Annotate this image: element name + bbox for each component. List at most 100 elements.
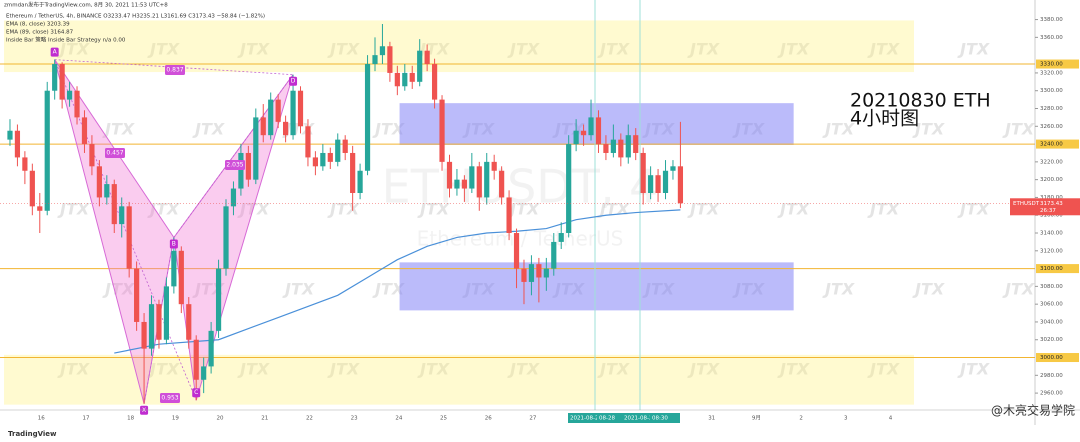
watermark: JTX: [687, 200, 720, 219]
candle-body: [417, 50, 423, 82]
last-symbol: ETHUSDT: [1013, 201, 1040, 207]
last-price-bg: [1010, 198, 1080, 216]
watermark: JTX: [102, 280, 135, 299]
candle-body: [215, 268, 222, 331]
candle-body: [312, 157, 319, 167]
ratio-label: 0.457: [106, 150, 123, 157]
legend-line: Inside Bar 策略 Inside Bar Strategy n/a 0.…: [6, 36, 126, 44]
date-badge: 2021-08-29: [624, 416, 656, 422]
x-tick-label: 31: [708, 416, 715, 422]
candle-body: [14, 130, 21, 158]
x-tick-label: 27: [529, 416, 536, 422]
ratio-bg: [165, 65, 185, 75]
candle-body: [603, 144, 609, 153]
candle-body: [476, 166, 482, 198]
candle-body: [655, 175, 661, 193]
footer-logo: TradingView: [8, 430, 57, 438]
candle-body: [461, 179, 467, 189]
candle-body: [342, 139, 348, 153]
candle-body: [394, 72, 400, 87]
candle-body: [119, 206, 125, 225]
y-tick-label: 3260.00: [1040, 124, 1063, 130]
x-tick-label: 18: [127, 416, 134, 422]
watermark: JTX: [822, 120, 855, 139]
candle-body: [208, 330, 214, 367]
watermark: JTX: [507, 200, 540, 219]
candle-body: [640, 152, 646, 193]
watermark: JTX: [57, 200, 90, 219]
candle-body: [74, 90, 80, 118]
countdown: 26:37: [1040, 208, 1056, 214]
watermark: JTX: [507, 40, 540, 59]
watermark: JTX: [147, 360, 180, 379]
y-tick-label: 3200.00: [1040, 177, 1063, 183]
watermark: JTX: [777, 200, 810, 219]
watermark: JTX: [822, 280, 855, 299]
watermark: JTX: [867, 200, 900, 219]
y-tick-label: 3060.00: [1040, 302, 1063, 308]
annotation: 4小时图: [850, 108, 919, 130]
y-tick-label: 3300.00: [1040, 88, 1063, 94]
pattern-label: B: [172, 240, 176, 247]
candle-body: [44, 90, 50, 211]
symbol-watermark: ETHUSDT, 4: [382, 160, 659, 214]
level-label: 3100.00: [1040, 266, 1063, 272]
y-tick-label: 3280.00: [1040, 106, 1063, 112]
candle-body: [66, 90, 73, 100]
last-price: 3173.43: [1040, 201, 1063, 207]
y-tick-label: 3180.00: [1040, 195, 1063, 201]
candle-body: [156, 304, 162, 340]
level-label: 3240.00: [1040, 142, 1063, 148]
candle-body: [320, 152, 326, 167]
candle-body: [290, 90, 296, 136]
candle-body: [566, 144, 572, 234]
candle-body: [29, 170, 35, 207]
y-tick-label: 3020.00: [1040, 337, 1063, 343]
date-badge: 2021-08-28: [570, 416, 602, 422]
candle-body: [193, 339, 199, 380]
header: zmmdan发布于TradingView.com, 8月 30, 2021 11…: [4, 1, 168, 9]
watermark: JTX: [957, 200, 990, 219]
level-label-bg: [1036, 353, 1079, 363]
date-badge-bg: [597, 413, 634, 423]
yellow-zone: [4, 20, 914, 73]
y-tick-label: 3140.00: [1040, 231, 1063, 237]
watermark: JTX: [147, 40, 180, 59]
candle-body: [268, 99, 274, 136]
watermark: JTX: [867, 40, 900, 59]
candle-body: [618, 139, 624, 158]
level-label: 3330.00: [1040, 62, 1063, 68]
date-badge-bg: [650, 413, 680, 423]
candle-body: [648, 175, 654, 193]
candle-body: [89, 144, 95, 167]
ratio-label: 0.837: [166, 67, 183, 74]
legend-line: EMA (89, close) 3164.87: [6, 30, 74, 36]
x-tick-label: 2: [799, 416, 803, 422]
candle-body: [52, 64, 58, 91]
watermark: JTX: [912, 120, 945, 139]
pattern-label-bg: [289, 76, 298, 86]
watermark: JTX: [417, 200, 450, 219]
watermark: JTX: [912, 280, 945, 299]
pattern-triangle: [173, 74, 294, 401]
x-tick-label: 3: [844, 416, 848, 422]
watermark: JTX: [957, 40, 990, 59]
date-badge-bg: [568, 413, 608, 423]
x-tick-label: 9月: [752, 415, 761, 422]
candle-body: [260, 117, 266, 136]
candle-body: [588, 117, 594, 136]
candle-body: [171, 250, 177, 287]
watermark: JTX: [687, 360, 720, 379]
ratio-label: 2.035: [226, 162, 243, 169]
pattern-label: D: [291, 78, 296, 85]
x-tick-label: 17: [82, 416, 89, 422]
candle-body: [245, 152, 251, 180]
watermark: JTX: [237, 360, 270, 379]
level-label: 3000.00: [1040, 355, 1063, 361]
candle-body: [528, 264, 535, 282]
candle-body: [573, 130, 579, 145]
watermark: JTX: [777, 360, 810, 379]
pattern-label-bg: [169, 239, 178, 249]
candle-body: [104, 184, 110, 198]
candle-body: [424, 50, 430, 65]
